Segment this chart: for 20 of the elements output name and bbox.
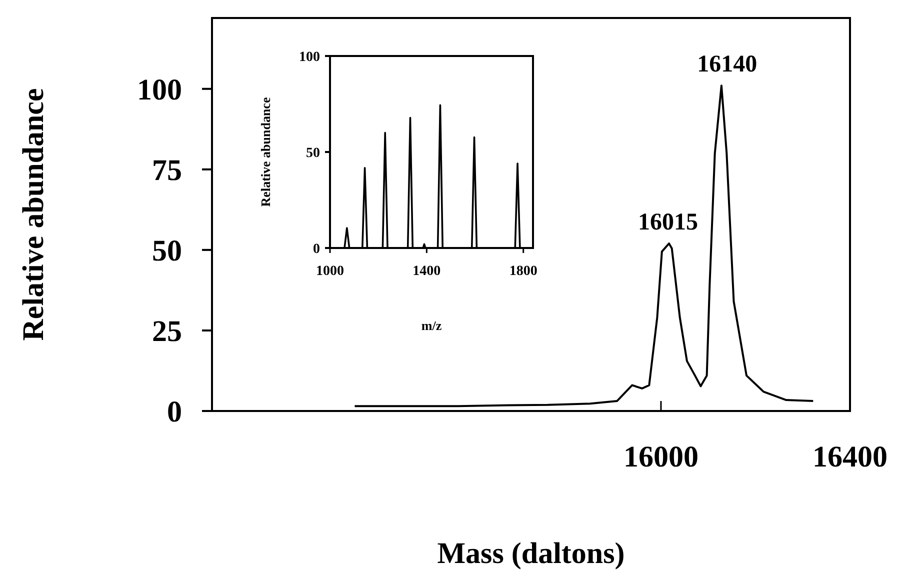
x-axis-title: Mass (daltons) (437, 537, 625, 570)
y-tick-label: 0 (313, 242, 320, 257)
y-tick-label: 100 (299, 50, 320, 65)
x-tick-label: 16000 (623, 440, 698, 474)
y-axis-title: Relative abundance (17, 88, 50, 341)
y-axis-title: Relative abundance (258, 97, 273, 207)
y-tick-label: 25 (152, 314, 182, 348)
x-tick-label: 16400 (812, 440, 888, 474)
annotation: 16015 (638, 209, 698, 236)
x-axis-title: m/z (421, 318, 442, 333)
y-tick-label: 100 (137, 73, 182, 106)
x-tick-label: 1800 (509, 264, 538, 279)
y-tick-label: 75 (152, 154, 182, 187)
x-tick-label: 1400 (412, 264, 441, 279)
y-tick-label: 0 (167, 396, 182, 428)
y-tick-label: 50 (306, 146, 320, 161)
line-series (354, 84, 814, 408)
y-tick-label: 50 (152, 234, 182, 268)
annotation: 16140 (697, 52, 758, 78)
x-tick-label: 1000 (316, 264, 344, 279)
